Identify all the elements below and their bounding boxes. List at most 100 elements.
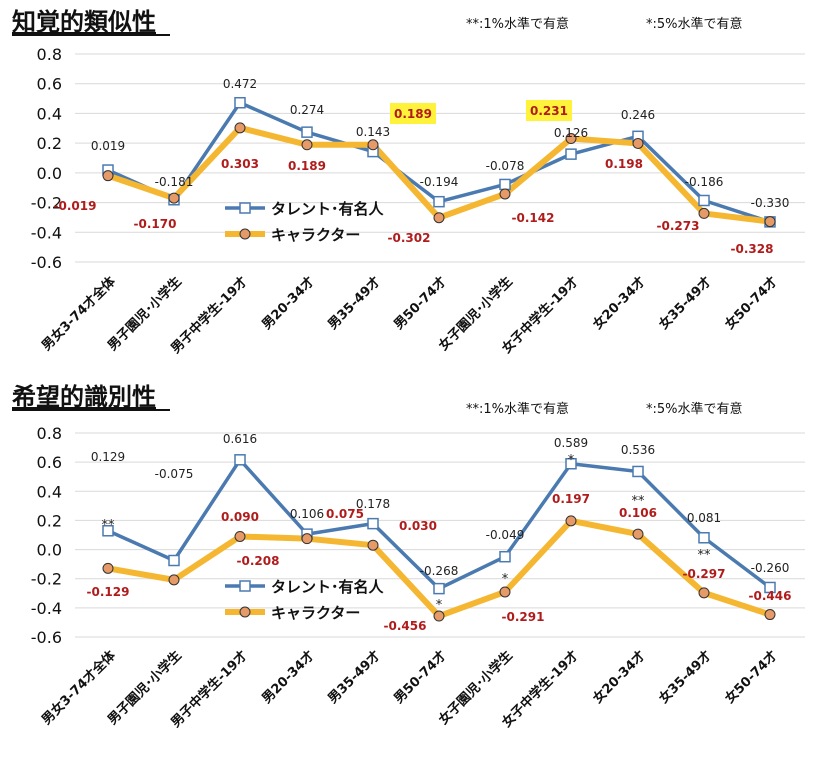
y-tick-label: 0.6 [37, 75, 62, 94]
y-tick-label: -0.2 [31, 194, 62, 213]
data-label-talent: 0.178 [356, 497, 390, 511]
data-label-talent: 0.081 [687, 511, 721, 525]
y-tick-label: -0.4 [31, 223, 62, 242]
marker-talent [102, 525, 114, 537]
significance-marker: * [502, 572, 509, 587]
data-label-character: -0.019 [54, 199, 97, 213]
y-tick-label: -0.2 [31, 570, 62, 589]
marker-talent [234, 454, 246, 466]
marker-character [367, 539, 379, 551]
data-label-character: 0.303 [221, 157, 259, 171]
marker-character [301, 533, 313, 545]
marker-character [433, 212, 445, 224]
marker-talent [301, 126, 313, 138]
y-tick-label: 0.2 [37, 511, 62, 530]
y-tick-label: -0.4 [31, 599, 62, 618]
marker-character [499, 586, 511, 598]
x-tick-label: 男35-49才 [325, 274, 384, 333]
significance-marker: * [436, 598, 443, 613]
marker-talent [168, 554, 180, 567]
marker-character [102, 170, 114, 182]
chart-title: 知覚的類似性 [12, 8, 156, 36]
data-label-talent: 0.129 [91, 450, 125, 464]
significance-note-5pct: *:5%水準で有意 [646, 16, 743, 32]
legend-marker-talent [239, 580, 251, 592]
x-tick-label: 男35-49才 [325, 648, 384, 707]
marker-character [499, 188, 511, 200]
chart-title: 希望的識別性 [12, 383, 156, 411]
marker-talent [698, 532, 710, 544]
data-label-character: -0.456 [384, 619, 427, 633]
data-label-talent: 0.616 [223, 432, 257, 446]
data-label-character: 0.030 [399, 519, 437, 533]
marker-character [168, 574, 180, 586]
marker-character [565, 515, 577, 527]
significance-marker: ** [698, 548, 712, 563]
y-tick-label: 0.6 [37, 453, 62, 472]
marker-talent [234, 96, 246, 109]
data-label-talent: -0.194 [420, 175, 459, 189]
x-tick-label: 女20-34才 [590, 648, 649, 707]
data-label-talent: 0.106 [290, 507, 324, 521]
marker-character [433, 610, 445, 622]
marker-talent [367, 517, 379, 530]
significance-note-1pct: **:1%水準で有意 [466, 401, 569, 417]
y-tick-label: 0.8 [37, 424, 62, 443]
legend-marker-talent [239, 202, 251, 214]
chart-1: 知覚的類似性 **:1%水準で有意 *:5%水準で有意 0.8 0.6 0.4 0.2 0.0… [12, 8, 805, 357]
y-tick-label: 0.4 [37, 104, 62, 123]
x-tick-label: 女35-49才 [656, 648, 715, 707]
marker-talent [698, 194, 710, 207]
x-tick-label: 男20-34才 [259, 648, 318, 707]
marker-character [764, 216, 776, 228]
significance-note-1pct: **:1%水準で有意 [466, 16, 569, 32]
data-label-character: 0.198 [605, 157, 643, 171]
marker-talent [433, 582, 445, 595]
significance-marker: ** [632, 494, 646, 509]
marker-character [168, 192, 180, 204]
data-label-talent: -0.260 [751, 561, 790, 575]
data-label-character: -0.297 [683, 567, 726, 581]
marker-character [301, 139, 313, 151]
y-tick-label: 0.4 [37, 482, 62, 501]
x-tick-label: 女50-74才 [722, 274, 781, 333]
data-label-character: -0.142 [512, 211, 555, 225]
y-tick-label: 0.2 [37, 134, 62, 153]
data-label-talent: -0.186 [685, 175, 724, 189]
data-label-character: 0.189 [288, 159, 326, 173]
marker-character [102, 562, 114, 574]
data-label-talent: 0.143 [356, 125, 390, 139]
y-tick-label: 0.8 [37, 45, 62, 64]
marker-talent [565, 457, 577, 470]
y-tick-label: -0.6 [31, 253, 62, 272]
data-label-talent: -0.049 [486, 528, 525, 542]
significance-marker: ** [102, 518, 116, 533]
data-label-character: -0.291 [502, 610, 545, 624]
data-label-character: -0.328 [731, 242, 774, 256]
marker-character [698, 587, 710, 599]
data-label-talent: -0.181 [155, 175, 194, 189]
data-label-talent: 0.536 [621, 443, 655, 457]
data-label-character: -0.170 [134, 217, 177, 231]
significance-marker: * [568, 453, 575, 468]
x-tick-label: 男20-34才 [259, 274, 318, 333]
label-highlight [390, 103, 436, 124]
legend-label-character: キャラクター [271, 226, 360, 244]
data-label-talent: -0.330 [751, 196, 790, 210]
data-label-character: 0.075 [326, 507, 364, 521]
significance-note-5pct: *:5%水準で有意 [646, 401, 743, 417]
data-label-talent: 0.126 [554, 126, 588, 140]
marker-character [632, 137, 644, 149]
data-label-talent: 0.274 [290, 103, 324, 117]
legend-label-talent: タレント･有名人 [271, 200, 385, 218]
data-label-talent: 0.472 [223, 77, 257, 91]
data-label-character: 0.106 [619, 506, 657, 520]
y-tick-label: 0.0 [37, 541, 62, 560]
marker-talent [565, 148, 577, 160]
marker-talent [764, 581, 776, 594]
legend-marker-character [239, 606, 251, 618]
marker-character [367, 139, 379, 151]
